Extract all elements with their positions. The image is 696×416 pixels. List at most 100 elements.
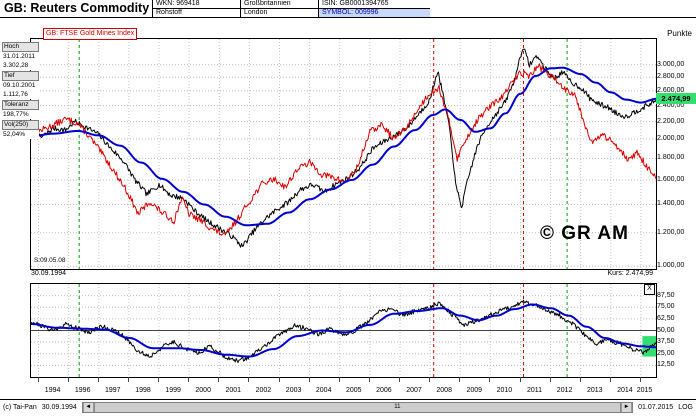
x-axis-year-label: 2006	[376, 387, 392, 394]
hoch-label: Hoch	[2, 42, 39, 52]
time-scrollbar[interactable]: ◄ 11 ►	[81, 402, 634, 413]
x-tick-mark	[67, 377, 69, 382]
scrollbar-thumb[interactable]: 11	[93, 403, 622, 412]
x-tick-mark	[459, 377, 461, 382]
x-tick-mark	[248, 377, 250, 382]
country-box: Großbritannien London	[240, 0, 318, 17]
x-axis-year-label: 1997	[105, 387, 121, 394]
x-tick-mark	[127, 377, 129, 382]
x-axis-year-label: 2003	[285, 387, 302, 394]
hoch-date: 31.01.2011	[2, 52, 39, 61]
x-tick-mark	[218, 377, 220, 382]
sector-value: Rohstoff	[156, 9, 182, 16]
scroll-right-arrow-icon[interactable]: ►	[621, 403, 633, 412]
y-tick-label: 3.000,00	[657, 60, 685, 68]
vol250-label: Vol(250)	[2, 120, 39, 130]
taipan-copyright: (c) Tai-Pan	[3, 404, 37, 411]
y-tick-label: 25,00	[657, 349, 675, 357]
y-tick-label: 2.400,00	[657, 101, 685, 109]
x-tick-mark	[158, 377, 159, 382]
tief-value: 1.112,76	[2, 90, 39, 99]
x-axis-year-label: 1999	[165, 387, 181, 394]
vol250-value: 52,04%	[2, 130, 39, 139]
x-tick-mark	[97, 377, 99, 382]
y-tick-label: 1.400,00	[657, 200, 685, 208]
exchange-value: London	[244, 9, 268, 16]
x-tick-mark	[639, 377, 641, 382]
y-tick-label: 37,50	[657, 338, 675, 346]
x-axis-year-label: 2004	[315, 387, 332, 394]
price-chart-svg	[31, 39, 656, 269]
y-tick-label: 2.200,00	[657, 117, 685, 125]
y-tick-label: 87,50	[657, 291, 675, 299]
indicator-axis: 87,50 75,00 62,50 50,00 37,50 25,00 12,50	[657, 284, 696, 377]
x-tick-mark	[489, 377, 491, 382]
chart-start-date: 30.09.1994	[31, 270, 67, 277]
y-tick-label: 1.000,00	[657, 262, 685, 270]
hoch-value: 3.302,28	[2, 61, 39, 70]
y-tick-label: 50,00	[657, 326, 675, 334]
x-tick-mark	[338, 377, 340, 382]
indicator-chart-area[interactable]	[30, 283, 657, 378]
header-bar: GB: Reuters Commodity WKN: 969418 Rohsto…	[0, 0, 696, 18]
status-bar: (c) Tai-Pan 30.09.1994 ◄ 11 ► 01.07.2015…	[0, 399, 696, 415]
x-axis-year-label: 2012	[556, 387, 573, 394]
toleranz-value: 198,77%	[2, 110, 39, 119]
signal-marker-label: S:09.05.08	[34, 257, 66, 264]
x-axis-year-label: 1996	[74, 387, 91, 394]
page-title: GB: Reuters Commodity	[4, 1, 150, 15]
x-axis-year-label: 2005	[346, 387, 362, 394]
x-axis-year-label: 2008	[436, 387, 452, 394]
y-axis-unit-label: Punkte	[667, 29, 692, 38]
scroll-left-arrow-icon[interactable]: ◄	[82, 403, 94, 412]
x-axis-year-label: 2000	[195, 387, 211, 394]
x-tick-mark	[399, 377, 400, 382]
x-axis-year-label: 2007	[406, 387, 422, 394]
indicator-chart-svg	[31, 284, 656, 377]
x-tick-mark	[549, 377, 551, 382]
x-tick-mark	[429, 377, 431, 382]
x-tick-mark	[579, 377, 581, 382]
x-axis-year-label: 2013	[587, 387, 603, 394]
isin-box: ISIN: GB0001394765 SYMBOL: 009996	[318, 0, 430, 17]
tief-label: Tief	[2, 71, 39, 81]
x-tick-mark	[519, 377, 521, 382]
range-end-date: 01.07.2015	[638, 404, 674, 411]
toleranz-label: Toleranz	[2, 100, 39, 110]
wkn-box: WKN: 969418 Rohstoff	[152, 0, 240, 17]
x-tick-mark	[278, 377, 280, 382]
isin-value: ISIN: GB0001394765	[319, 0, 430, 9]
x-axis-year-label: 2009	[466, 387, 483, 394]
info-panel: Hoch 31.01.2011 3.302,28 Tief 09.10.2001…	[2, 41, 39, 139]
country-value: Großbritannien	[241, 0, 318, 9]
y-tick-label: 12,50	[657, 361, 675, 369]
range-start-date: 30.09.1994	[41, 404, 77, 411]
y-tick-label: 2.600,00	[657, 86, 685, 94]
y-tick-label: 1.200,00	[657, 228, 685, 236]
y-tick-label: 2.800,00	[657, 73, 685, 81]
x-axis-year-label: 2001	[225, 387, 242, 394]
x-tick-mark	[609, 377, 611, 382]
x-axis-year-label: 2015	[636, 387, 653, 394]
x-tick-mark	[308, 377, 310, 382]
price-axis: 3.000,00 2.800,00 2.600,00 2.400,00 2.200,00…	[657, 39, 696, 270]
symbol-value: SYMBOL: 009996	[319, 9, 430, 17]
x-axis-year-label: 1994	[44, 387, 61, 394]
y-tick-label: 1.800,00	[657, 154, 685, 162]
x-axis-year-label: 2011	[526, 387, 543, 394]
indicator-close-icon[interactable]: X	[644, 284, 655, 295]
x-axis-year-label: 2014	[617, 387, 633, 394]
y-tick-label: 2.000,00	[657, 135, 685, 143]
x-axis-year-label: 1998	[135, 387, 151, 394]
y-tick-label: 75,00	[657, 303, 675, 311]
kurs-readout: Kurs: 2.474,99	[607, 270, 653, 277]
x-tick-mark	[368, 377, 370, 382]
log-scale-toggle[interactable]: LOG	[678, 404, 693, 411]
tief-date: 09.10.2001	[2, 81, 39, 90]
overlay-legend: GB: FTSE Gold Mines Index	[43, 28, 138, 40]
price-chart-area[interactable]	[30, 38, 657, 270]
x-tick-mark	[188, 377, 190, 382]
x-axis-year-label: 2010	[496, 387, 513, 394]
watermark: © GR AM	[540, 223, 629, 244]
